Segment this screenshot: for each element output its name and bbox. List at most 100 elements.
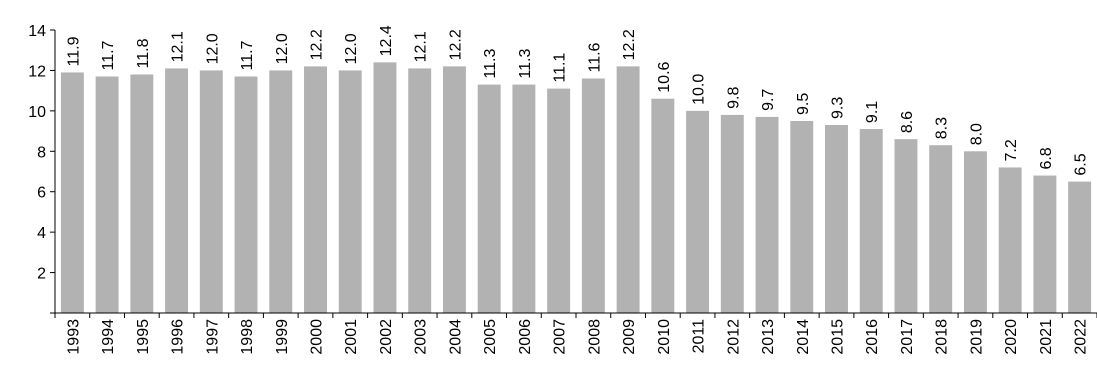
- bar: [442, 66, 466, 313]
- x-tick-label: 1995: [135, 319, 152, 355]
- bar: [581, 78, 605, 313]
- x-tick-label: 1999: [274, 319, 291, 355]
- x-tick-label: 2017: [899, 319, 916, 355]
- x-tick-label: 2003: [413, 319, 430, 355]
- bar-value-label: 8.6: [899, 111, 916, 133]
- bar: [998, 167, 1022, 313]
- bar: [165, 68, 189, 314]
- bar-value-label: 9.7: [760, 89, 777, 111]
- x-tick-label: 2010: [656, 319, 673, 355]
- bar-value-label: 12.2: [621, 29, 638, 60]
- bar-value-label: 9.5: [795, 93, 812, 115]
- bar-value-label: 11.1: [552, 53, 569, 83]
- bar: [755, 116, 779, 314]
- x-tick-label: 2021: [1038, 319, 1055, 355]
- y-tick-label: 4: [37, 225, 46, 242]
- x-tick-label: 2018: [934, 319, 951, 355]
- bar: [790, 120, 814, 313]
- bar-value-label: 12.2: [447, 29, 464, 60]
- bar-value-label: 11.9: [65, 36, 82, 66]
- bar-value-label: 11.6: [586, 42, 603, 72]
- bar: [95, 76, 119, 313]
- bar-value-label: 11.3: [517, 49, 534, 79]
- bar: [894, 139, 918, 313]
- bar-value-label: 11.7: [100, 40, 117, 70]
- x-tick-label: 2020: [1003, 319, 1020, 355]
- bar: [1068, 181, 1092, 313]
- x-tick-label: 2007: [552, 319, 569, 355]
- bar: [929, 145, 953, 313]
- bar-value-label: 8.0: [968, 123, 985, 145]
- bar-value-label: 11.7: [239, 40, 256, 70]
- bar-value-label: 12.0: [343, 33, 360, 64]
- bar-value-label: 8.3: [934, 117, 951, 139]
- bar-value-label: 12.1: [170, 31, 187, 62]
- bar-value-label: 6.8: [1038, 147, 1055, 169]
- x-tick-label: 2019: [968, 319, 985, 355]
- x-tick-label: 2013: [760, 319, 777, 355]
- x-tick-label: 2004: [447, 319, 464, 355]
- y-tick-label: 2: [37, 266, 46, 283]
- bar: [651, 98, 675, 313]
- bar-value-label: 10.0: [691, 74, 708, 105]
- bar: [1033, 175, 1057, 313]
- bar: [859, 129, 883, 313]
- x-tick-label: 2002: [378, 319, 395, 355]
- x-tick-label: 1993: [65, 319, 82, 355]
- bar-value-label: 11.8: [135, 38, 152, 68]
- x-tick-label: 2012: [725, 319, 742, 355]
- bar: [686, 110, 710, 313]
- bar-value-label: 9.3: [830, 97, 847, 119]
- y-tick-label: 6: [37, 185, 46, 202]
- y-tick-label: 14: [28, 23, 46, 40]
- bar: [512, 84, 536, 313]
- bar-value-label: 10.6: [656, 61, 673, 92]
- bar: [199, 70, 223, 313]
- x-tick-label: 2015: [830, 319, 847, 355]
- bar: [234, 76, 258, 313]
- bar: [60, 72, 84, 313]
- bar-value-label: 12.1: [413, 31, 430, 62]
- bar-value-label: 7.2: [1003, 139, 1020, 161]
- x-tick-label: 2000: [309, 319, 326, 355]
- bar: [477, 84, 501, 313]
- y-tick-label: 8: [37, 144, 46, 161]
- bar-value-label: 12.0: [274, 33, 291, 64]
- y-tick-label: 10: [28, 104, 46, 121]
- bar: [269, 70, 293, 313]
- bar-value-label: 12.0: [204, 33, 221, 64]
- x-tick-label: 1998: [239, 319, 256, 355]
- x-tick-label: 2011: [691, 319, 708, 354]
- x-tick-label: 2001: [343, 319, 360, 355]
- x-tick-label: 2008: [586, 319, 603, 355]
- bar-value-label: 9.8: [725, 87, 742, 109]
- x-tick-label: 2014: [795, 319, 812, 355]
- bar-value-label: 12.2: [309, 29, 326, 60]
- x-tick-label: 2006: [517, 319, 534, 355]
- bars: [60, 62, 1092, 314]
- x-tick-label: 2016: [864, 319, 881, 355]
- bar: [720, 114, 744, 314]
- bar: [963, 151, 987, 313]
- bar: [130, 74, 154, 313]
- bar-value-label: 12.4: [378, 25, 395, 56]
- y-axis: 2 4 6 8 10 12 14: [28, 23, 56, 313]
- bar-value-labels: 11.9 11.7 11.8 12.1 12.0 11.7 12.0 12.2 12.0 12.4…: [65, 25, 1089, 176]
- bar: [373, 62, 397, 313]
- bar-value-label: 9.1: [864, 101, 881, 123]
- y-tick-label: 12: [28, 63, 46, 80]
- bar: [304, 66, 327, 313]
- bar-value-label: 6.5: [1073, 153, 1090, 175]
- x-tick-label: 1994: [100, 319, 117, 355]
- bar: [338, 70, 362, 313]
- x-tick-label: 2005: [482, 319, 499, 355]
- x-tick-label: 1996: [170, 319, 187, 355]
- bar: [616, 66, 640, 313]
- bar: [825, 125, 848, 313]
- x-tick-label: 2022: [1073, 319, 1090, 355]
- bar: [408, 68, 432, 314]
- x-tick-label: 2009: [621, 319, 638, 355]
- bar: [547, 88, 571, 313]
- x-axis: 1993 1994 1995 1996 1997 1998 1999 2000 2001 2002…: [50, 312, 1097, 355]
